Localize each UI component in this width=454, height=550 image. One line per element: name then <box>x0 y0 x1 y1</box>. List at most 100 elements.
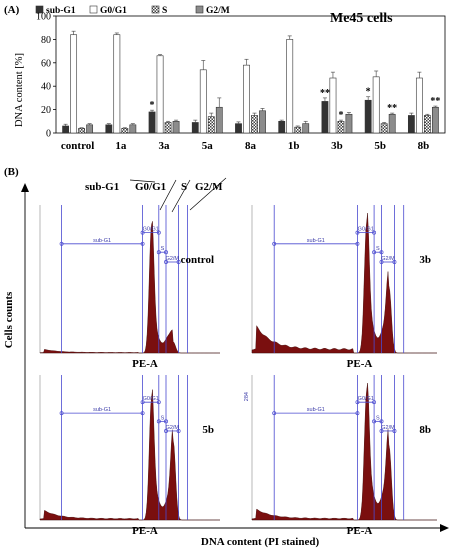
bar-g2-m <box>302 123 310 134</box>
gate-handle <box>156 419 161 424</box>
corner-tick: 284 <box>244 392 250 401</box>
gate-handle <box>140 230 145 235</box>
bar-s <box>380 123 388 134</box>
bar-sub-g1 <box>321 101 329 134</box>
gate-handle <box>156 250 161 255</box>
gate-handle <box>379 260 384 264</box>
gate-handle <box>156 230 161 235</box>
gate-label: S <box>161 246 165 252</box>
gate-handle <box>372 250 377 255</box>
y-tick-label: 0 <box>46 129 51 140</box>
bar-s <box>251 115 258 134</box>
gate-handle <box>272 241 277 246</box>
gate-handle <box>164 250 168 255</box>
gate-handle <box>379 419 384 424</box>
plot-frame <box>55 15 446 134</box>
legend-label: sub-G1 <box>46 6 76 16</box>
gate-handle <box>355 400 360 405</box>
bar-sub-g1 <box>278 121 286 134</box>
gate-label: G0/G1 <box>358 227 374 233</box>
bar-g2-m <box>388 113 396 134</box>
gate-label: sub-G1 <box>307 238 325 244</box>
gate-handle <box>379 429 384 433</box>
gate-label: S <box>376 415 380 421</box>
gate-handle <box>272 411 277 416</box>
phase-pointer <box>129 179 156 183</box>
bar-g2-m <box>129 124 137 134</box>
bar-s <box>207 116 215 134</box>
phase-label: S <box>181 181 187 193</box>
bar-g0-g1 <box>70 34 78 134</box>
significance-marker: ** <box>387 103 397 114</box>
significance-marker: * <box>150 100 155 111</box>
gate-handle <box>372 230 377 235</box>
category-label: 8a <box>245 140 257 152</box>
bar-sub-g1 <box>191 122 199 134</box>
category-label: 3a <box>159 140 171 152</box>
sample-label: 5b <box>202 424 214 436</box>
phase-pointer <box>189 177 227 211</box>
y-tick-label: 20 <box>41 105 51 116</box>
significance-marker: ** <box>320 88 330 99</box>
gate-handle <box>140 411 145 416</box>
histogram-area <box>39 221 220 354</box>
phase-label: G0/G1 <box>135 181 166 193</box>
gate-handle <box>156 400 161 405</box>
gate-label: sub-G1 <box>93 238 111 244</box>
gate-handle <box>164 419 168 424</box>
pe-a-label: PE-A <box>132 525 158 537</box>
bar-g2-m <box>215 106 223 134</box>
histogram-control: sub-G1 G0/G1 SG2/M control PE-A <box>39 205 220 370</box>
cells-counts-title: Cells counts <box>3 291 15 348</box>
phase-pointer <box>159 179 177 211</box>
bar-g0-g1 <box>329 77 337 134</box>
outer-y-arrowhead <box>21 183 29 192</box>
bar-sub-g1 <box>148 111 156 134</box>
gate-handle <box>164 260 168 264</box>
y-tick-label: 80 <box>41 35 51 46</box>
bar-g2-m <box>431 106 439 134</box>
chart-title: Me45 cells <box>330 11 393 26</box>
gate-handle <box>379 250 384 255</box>
y-axis-title: DNA content [%] <box>14 53 25 127</box>
bar-sub-g1 <box>62 125 70 134</box>
y-tick-label: 40 <box>41 82 51 93</box>
gate-handle <box>164 429 168 433</box>
legend-label: S <box>162 6 167 16</box>
sample-label: 3b <box>419 254 431 266</box>
gate-handle <box>59 411 64 416</box>
legend-swatch <box>151 5 160 14</box>
histogram-area <box>251 212 437 354</box>
bar-sub-g1 <box>235 123 242 134</box>
histogram-area <box>39 389 220 521</box>
gate-label: G2/M <box>166 425 180 431</box>
gate-label: sub-G1 <box>307 407 325 413</box>
histogram-5b: sub-G1 G0/G1 SG2/M 5b PE-A <box>39 375 220 537</box>
phase-label: sub-G1 <box>85 181 119 193</box>
histogram-3b: sub-G1 G0/G1 SG2/M 3b PE-A <box>251 205 437 370</box>
outer-x-arrowhead <box>440 524 449 532</box>
gate-label: sub-G1 <box>93 407 111 413</box>
gate-label: G2/M <box>166 256 180 262</box>
gate-handle <box>59 241 64 246</box>
significance-marker: * <box>338 110 343 121</box>
bar-s <box>337 121 345 134</box>
panel-b-label: (B) <box>4 166 19 178</box>
legend-swatch <box>89 5 98 14</box>
bar-sub-g1 <box>364 99 372 134</box>
bar-s <box>121 128 129 134</box>
bar-s <box>423 115 431 134</box>
gate-handle <box>355 241 360 246</box>
category-label: 8b <box>418 140 430 152</box>
gate-handle <box>355 411 360 416</box>
y-tick-label: 100 <box>36 12 51 23</box>
category-label: 1a <box>115 140 127 152</box>
category-label: 5a <box>202 140 214 152</box>
bar-sub-g1 <box>407 115 415 134</box>
gate-handle <box>372 419 377 424</box>
bar-g0-g1 <box>372 76 380 134</box>
gate-label: G2/M <box>381 256 395 262</box>
gate-label: G2/M <box>381 425 395 431</box>
bar-s <box>164 122 172 134</box>
histogram-8b: sub-G1 G0/G1 SG2/M 8b PE-A <box>251 375 437 537</box>
